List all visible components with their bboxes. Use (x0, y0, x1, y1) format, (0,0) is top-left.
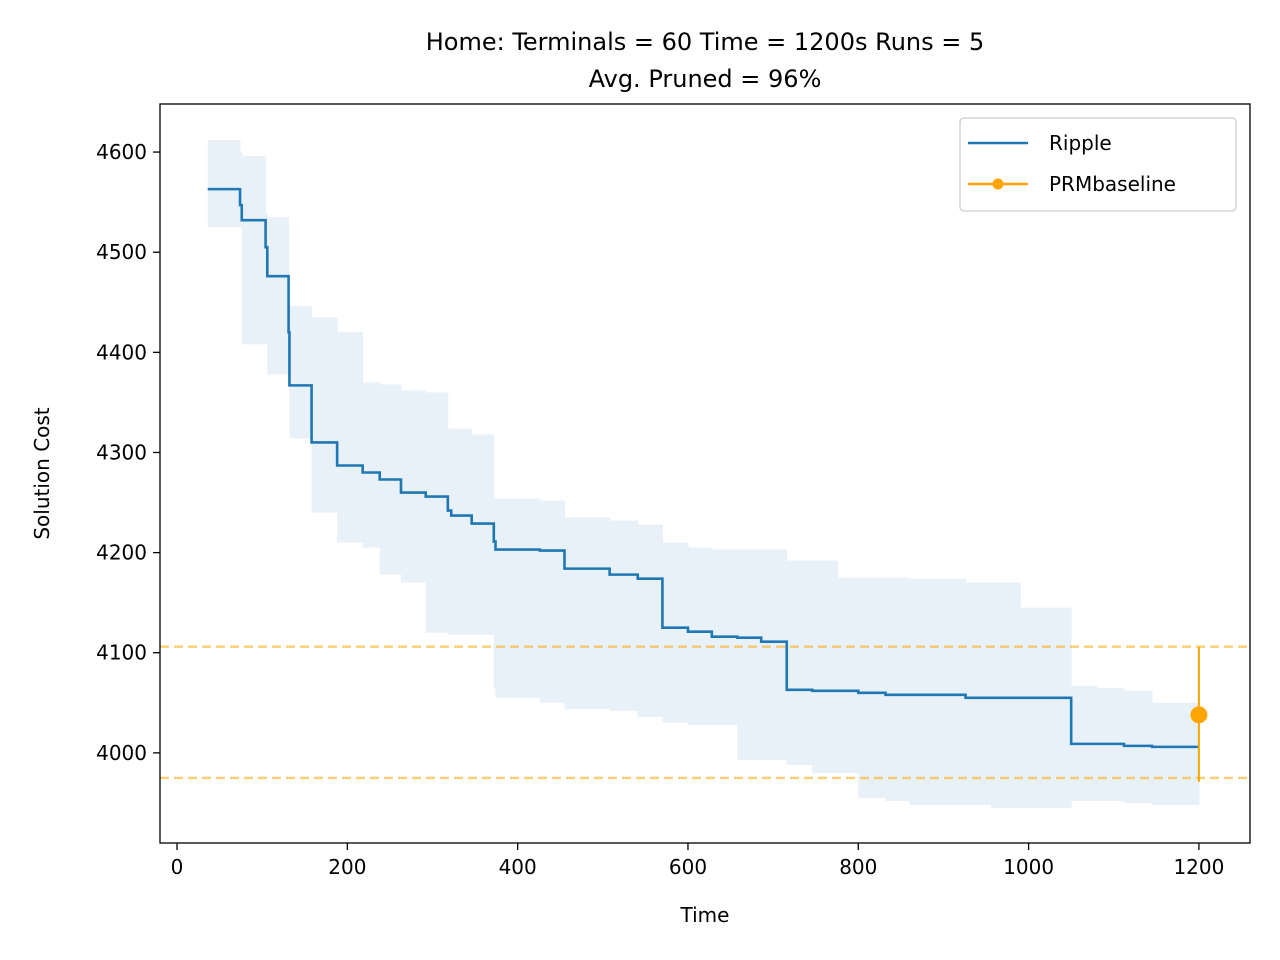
band-segment (885, 577, 910, 801)
legend: Ripple PRMbaseline (959, 117, 1237, 212)
band-segment (362, 382, 381, 548)
x-tick-label: 600 (669, 855, 707, 879)
band-segment (289, 306, 313, 439)
band-segment (471, 434, 495, 635)
x-axis: 0 200 400 600 800 1000 1200 (171, 843, 1224, 879)
y-tick-label: 4400 (96, 340, 147, 364)
legend-box (959, 117, 1237, 212)
band-segment (265, 214, 268, 345)
band-segment (662, 542, 689, 723)
band-segment (241, 156, 267, 345)
band-segment (400, 390, 427, 583)
x-tick-label: 1000 (1003, 855, 1054, 879)
band-segment (425, 392, 449, 633)
x-tick-label: 0 (171, 855, 184, 879)
y-tick-label: 4300 (96, 440, 147, 464)
band-segment (991, 582, 1021, 808)
y-tick-label: 4000 (96, 741, 147, 765)
band-segment (637, 524, 663, 717)
y-axis-label: Solution Cost (30, 407, 54, 539)
band-segment (786, 560, 813, 765)
plot-frame (159, 103, 1251, 844)
band-segment (337, 332, 364, 543)
legend-label-ripple: Ripple (1049, 131, 1112, 155)
point-prmbaseline (1190, 706, 1208, 724)
band-segment (539, 500, 565, 703)
y-tick-label: 4500 (96, 240, 147, 264)
band-segment (267, 217, 290, 375)
series-layer (207, 187, 1208, 782)
y-tick-label: 4600 (96, 140, 147, 164)
band-segment (837, 577, 859, 773)
x-tick-label: 400 (499, 855, 537, 879)
x-axis-label: Time (680, 903, 730, 927)
chart-title-line2: Avg. Pruned = 96% (589, 65, 822, 93)
x-tick-label: 200 (328, 855, 366, 879)
band-segment (687, 547, 713, 725)
band-segment (311, 317, 338, 513)
band-segment (761, 549, 788, 760)
y-axis: 4000 4100 4200 4300 4400 4500 4600 (96, 140, 160, 765)
y-tick-label: 4100 (96, 641, 147, 665)
band-segment (812, 560, 839, 773)
chart-title-line1: Home: Terminals = 60 Time = 1200s Runs =… (426, 28, 985, 56)
band-segment (495, 498, 541, 698)
band-segment (858, 577, 887, 798)
band-segment (1020, 607, 1072, 808)
y-tick-label: 4200 (96, 541, 147, 565)
legend-marker-prmbaseline (992, 178, 1004, 190)
band-segment (609, 520, 639, 711)
band-segment (207, 140, 241, 228)
legend-label-prmbaseline: PRMbaseline (1049, 172, 1176, 196)
band-segment (451, 428, 473, 635)
series-line-ripple (207, 187, 1199, 749)
band-segment (965, 582, 992, 805)
band-segment (737, 549, 762, 760)
confidence-band-layer (207, 140, 1200, 808)
x-tick-label: 800 (839, 855, 877, 879)
x-tick-label: 1200 (1173, 855, 1224, 879)
band-segment (909, 578, 967, 805)
band-segment (493, 498, 497, 689)
band-segment (447, 428, 452, 635)
band-segment (564, 517, 611, 709)
band-segment (1152, 702, 1200, 805)
